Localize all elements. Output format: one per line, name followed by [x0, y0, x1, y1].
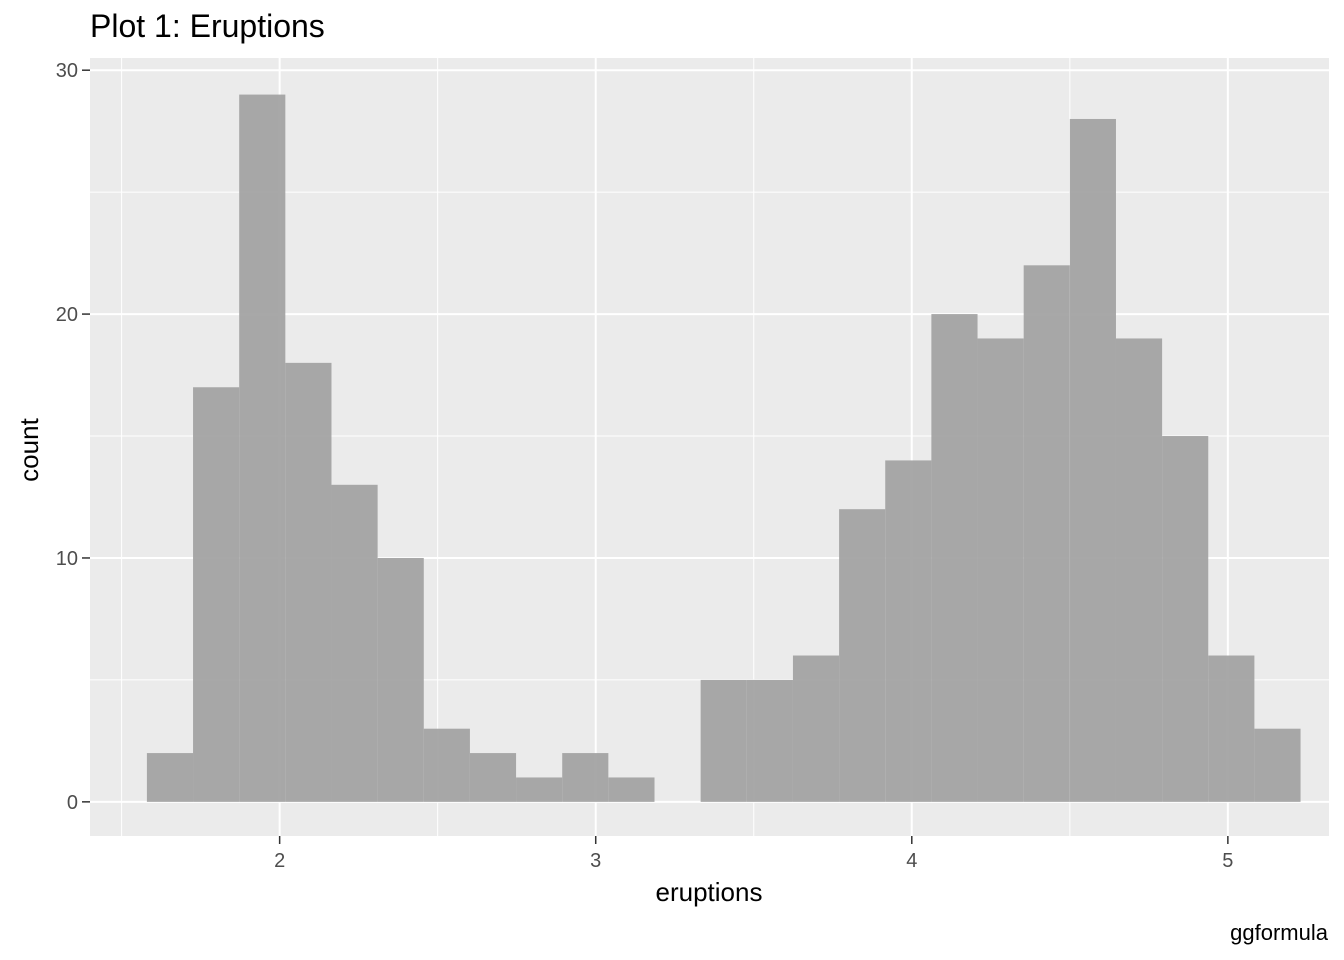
histogram-bar	[562, 753, 609, 802]
y-tick-label: 30	[56, 60, 78, 82]
histogram-bar	[608, 777, 655, 802]
histogram-bar	[1069, 118, 1116, 802]
histogram-bar	[977, 338, 1024, 802]
histogram-bar	[331, 484, 378, 802]
x-tick-label: 4	[906, 850, 917, 872]
histogram-bars	[146, 94, 1301, 802]
x-axis: 2 3 4 5	[274, 836, 1233, 872]
histogram-bar	[193, 387, 240, 802]
histogram-bar	[885, 460, 932, 802]
y-tick-label: 10	[56, 548, 78, 570]
x-tick-label: 2	[274, 850, 285, 872]
histogram-bar	[1254, 728, 1301, 802]
histogram-bar	[1208, 655, 1255, 802]
histogram-bar	[931, 314, 978, 802]
histogram-bar	[1162, 436, 1209, 802]
x-tick-label: 5	[1222, 850, 1233, 872]
histogram-bar	[285, 362, 332, 802]
histogram-bar	[839, 509, 886, 802]
y-axis-title: count	[14, 417, 44, 481]
histogram-bar	[746, 679, 793, 802]
histogram-bar	[1115, 338, 1163, 802]
y-tick-label: 20	[56, 304, 78, 326]
histogram-bar	[377, 557, 424, 802]
y-tick-label: 0	[67, 792, 78, 814]
histogram-bar	[239, 94, 286, 802]
y-axis: 0 10 20 30	[56, 60, 90, 814]
histogram-bar	[700, 679, 747, 802]
histogram-bar	[146, 753, 194, 802]
caption: ggformula	[1230, 920, 1328, 945]
histogram-bar	[423, 728, 470, 802]
x-axis-title: eruptions	[656, 877, 763, 907]
histogram-bar	[1023, 265, 1070, 802]
chart-title: Plot 1: Eruptions	[90, 8, 325, 44]
x-tick-label: 3	[590, 850, 601, 872]
histogram-bar	[792, 655, 840, 802]
histogram-bar	[469, 753, 517, 802]
histogram-bar	[516, 777, 563, 802]
